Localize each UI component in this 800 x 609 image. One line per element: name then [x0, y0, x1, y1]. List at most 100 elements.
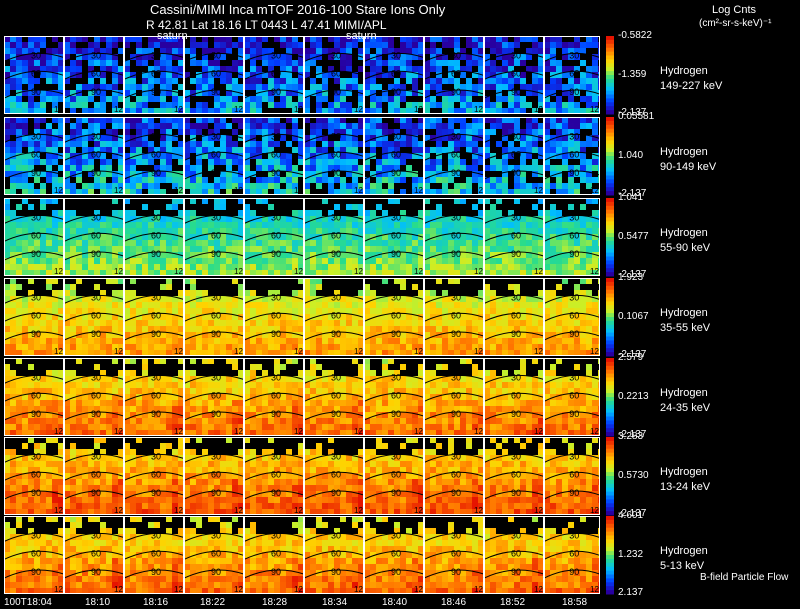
contour-label: 90 — [271, 409, 281, 419]
contour-label: 30 — [91, 132, 101, 142]
colorbar-max-label: 1.923 — [618, 272, 644, 283]
corner-label: 12 — [354, 427, 363, 436]
l-shell-contour — [123, 312, 185, 322]
corner-label: 12 — [534, 347, 543, 356]
corner-label: 12 — [114, 267, 123, 276]
colorbar-units: (cm²-sr-s-keV)⁻¹ — [699, 18, 772, 29]
l-shell-contour — [543, 89, 601, 99]
contour-label: 90 — [331, 409, 341, 419]
corner-label: 12 — [174, 347, 183, 356]
contour-label: 60 — [569, 149, 579, 159]
l-shell-contour — [243, 471, 305, 481]
colorbar-min-label: 2.137 — [618, 587, 644, 598]
l-shell-contour — [303, 331, 365, 341]
l-shell-contour — [183, 89, 245, 99]
image-panel: 30 60 90 12 — [303, 117, 365, 195]
contour-label: 30 — [569, 373, 579, 383]
l-shell-contour — [303, 411, 365, 421]
contour-label: 60 — [511, 149, 521, 159]
contour-label: 90 — [211, 329, 221, 339]
image-panel: 30 60 90 12 — [123, 358, 185, 436]
contour-label: 90 — [451, 168, 461, 178]
l-shell-contour — [63, 133, 125, 143]
contour-label: 30 — [211, 132, 221, 142]
corner-label: 12 — [54, 506, 63, 515]
l-shell-contour — [363, 52, 425, 62]
contour-label: 30 — [569, 132, 579, 142]
corner-label: 12 — [354, 347, 363, 356]
image-panel: 30 60 90 12 — [243, 437, 305, 515]
contour-label: 60 — [211, 149, 221, 159]
contour-label: 90 — [511, 87, 521, 97]
colorbar-max-label: -0.5822 — [618, 30, 652, 41]
colorbar-mid-label: -1.359 — [618, 69, 647, 80]
contour-label: 30 — [211, 531, 221, 541]
l-shell-contour — [63, 569, 125, 579]
contour-label: 30 — [91, 51, 101, 61]
contour-label: 90 — [451, 87, 461, 97]
contour-label: 30 — [451, 51, 461, 61]
image-panel: 30 60 90 12 — [423, 358, 485, 436]
l-shell-contour — [63, 170, 125, 180]
contour-label: 60 — [331, 548, 341, 558]
l-shell-contour — [123, 232, 185, 242]
l-shell-contour — [543, 569, 601, 579]
l-shell-contour — [63, 453, 125, 463]
image-panel: 30 60 90 12 — [63, 437, 125, 515]
corner-label: 12 — [474, 347, 483, 356]
colorbar-max-label: 4.601 — [618, 510, 644, 521]
l-shell-contour — [123, 550, 185, 560]
l-shell-contour — [243, 232, 305, 242]
contour-label: 60 — [391, 68, 401, 78]
image-panel: 30 60 90 12 — [123, 516, 185, 594]
contour-label: 60 — [331, 310, 341, 320]
contour-label: 60 — [569, 548, 579, 558]
l-shell-contour — [363, 232, 425, 242]
contour-label: 30 — [271, 452, 281, 462]
contour-label: 90 — [331, 249, 341, 259]
l-shell-contour — [423, 214, 485, 224]
contour-label: 90 — [211, 168, 221, 178]
contour-label: 60 — [211, 230, 221, 240]
contour-label: 30 — [271, 531, 281, 541]
corner-label: 12 — [294, 347, 303, 356]
corner-label: 12 — [174, 105, 183, 114]
contour-label: 90 — [91, 409, 101, 419]
corner-label: 12 — [174, 506, 183, 515]
l-shell-contour — [63, 550, 125, 560]
image-panel: 30 60 90 12 — [63, 198, 125, 276]
contour-label: 90 — [391, 249, 401, 259]
l-shell-contour — [123, 294, 185, 304]
corner-label: 12 — [174, 427, 183, 436]
corner-label: 12 — [534, 427, 543, 436]
colorbar-mid-label: 0.1067 — [618, 311, 649, 322]
contour-label: 60 — [511, 548, 521, 558]
corner-label: 12 — [414, 186, 423, 195]
contour-label: 60 — [331, 230, 341, 240]
contour-label: 90 — [511, 249, 521, 259]
l-shell-contour — [483, 312, 545, 322]
contour-label: 60 — [451, 149, 461, 159]
contour-label: 90 — [569, 168, 579, 178]
contour-label: 90 — [91, 87, 101, 97]
l-shell-contour — [543, 374, 601, 384]
l-shell-contour — [363, 550, 425, 560]
colorbar-mid-label: 1.040 — [618, 150, 644, 161]
corner-label: 12 — [474, 585, 483, 594]
l-shell-contour — [123, 151, 185, 161]
contour-label: 60 — [331, 68, 341, 78]
image-panel: 30 60 90 12 — [423, 36, 485, 114]
contour-label: 90 — [31, 409, 41, 419]
corner-label: 12 — [234, 585, 243, 594]
l-shell-contour — [123, 52, 185, 62]
contour-label: 30 — [511, 213, 521, 223]
image-panel: 30 60 90 12 — [303, 437, 365, 515]
l-shell-contour — [123, 133, 185, 143]
l-shell-contour — [363, 532, 425, 542]
contour-label: 60 — [151, 469, 161, 479]
contour-label: 90 — [211, 87, 221, 97]
l-shell-contour — [123, 569, 185, 579]
contour-label: 30 — [391, 213, 401, 223]
image-panel: 30 60 90 12 — [243, 278, 305, 356]
